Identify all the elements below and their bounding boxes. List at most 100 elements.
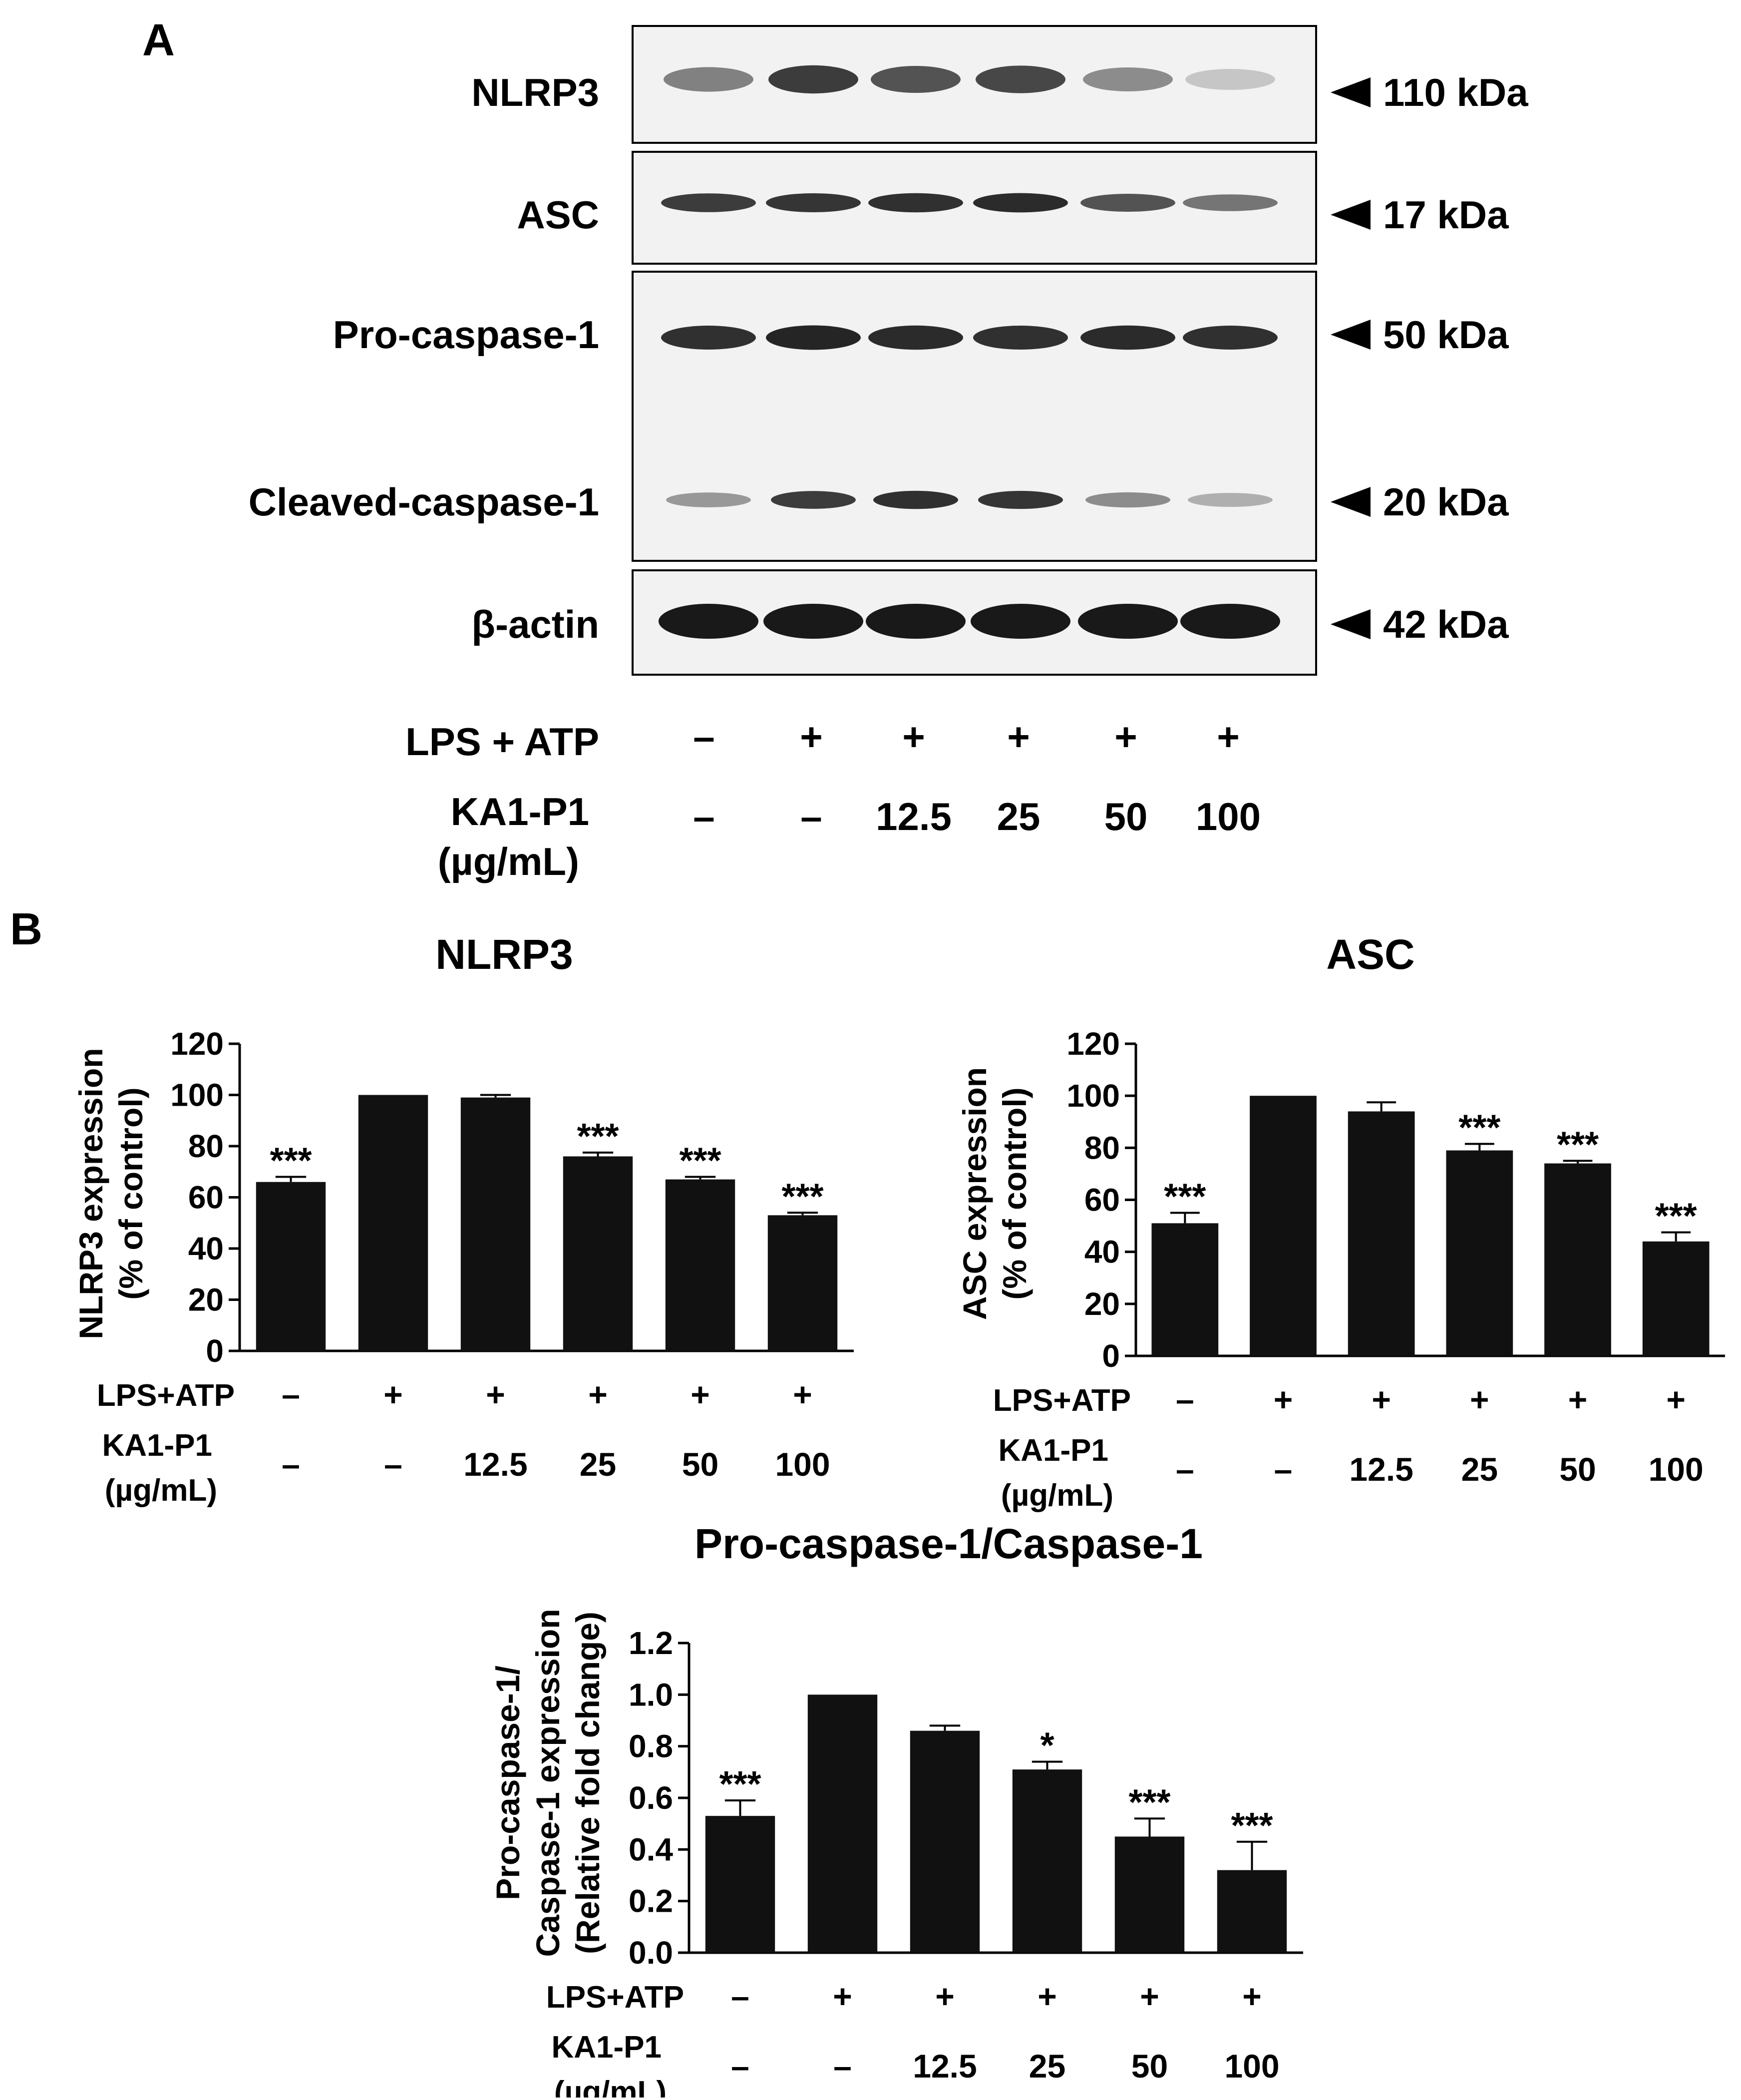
y-tick-label: 80	[1084, 1130, 1120, 1166]
significance-label: ***	[577, 1117, 619, 1157]
blot-band	[766, 325, 861, 350]
kda-label-nlrp3: 110 kDa	[1383, 70, 1528, 114]
blot-asc	[632, 151, 1317, 265]
bar	[256, 1182, 326, 1351]
y-tick-label: 60	[188, 1180, 224, 1216]
chart-nlrp3: NLRP3 NLRP3 expression (% of control) 0 20 40…	[72, 931, 854, 1508]
y-axis-label: (Relative fold change)	[569, 1612, 606, 1954]
ka1-p1-value: –	[282, 1446, 300, 1483]
ka1-p1-value: –	[731, 2048, 749, 2085]
bar	[767, 1215, 838, 1351]
blot-asc-bands	[661, 193, 1278, 213]
lps-atp-value: +	[793, 1376, 812, 1413]
y-tick-label: 40	[188, 1231, 224, 1266]
chart-title: ASC	[1326, 931, 1414, 978]
treatment-label-lps-atp: LPS+ATP	[993, 1383, 1131, 1418]
blot-band	[666, 492, 751, 507]
lps-atp-value: +	[1568, 1381, 1588, 1418]
blot-band	[659, 604, 758, 639]
blot-beta-actin-bands	[659, 604, 1280, 639]
ka1-p1-value: –	[1274, 1451, 1293, 1488]
chart-title: Pro-caspase-1/Caspase-1	[695, 1520, 1203, 1567]
ka1-p1-value: 12.5	[913, 2048, 977, 2085]
ka1-p1-value: 100	[1224, 2048, 1279, 2085]
ka1-p1-value: –	[833, 2048, 852, 2085]
lps-atp-value: +	[383, 1376, 403, 1413]
kda-label-asc: 17 kDa	[1383, 193, 1509, 237]
chart-title: NLRP3	[435, 931, 573, 978]
blot-band	[976, 65, 1065, 93]
blot-band	[664, 67, 753, 92]
panel-b-letter: B	[10, 904, 42, 954]
arrow-icon	[1331, 609, 1371, 639]
y-tick-label: 0.2	[629, 1883, 673, 1919]
lps-atp-value: –	[731, 1978, 749, 2015]
blot-band	[978, 490, 1063, 509]
y-tick-label: 0.0	[629, 1935, 673, 1971]
ka1-p1-value: 12.5	[463, 1446, 527, 1483]
blot-band	[768, 65, 858, 94]
blot-band	[661, 193, 756, 212]
blot-band	[971, 604, 1070, 639]
blot-label-beta-actin: β-actin	[471, 602, 599, 646]
significance-label: ***	[679, 1141, 721, 1181]
y-tick-label: 60	[1084, 1182, 1120, 1218]
ka1-p1-value: 25	[1029, 2048, 1065, 2085]
ka1-p1-value-2: –	[800, 795, 822, 839]
y-axis-label: Caspase-1 expression	[529, 1609, 566, 1957]
y-tick-label: 0	[206, 1333, 224, 1369]
treatment-label-ka1-p1: KA1-P1	[102, 1428, 212, 1463]
treatment-label-unit: (µg/mL)	[437, 840, 579, 883]
lps-atp-value: +	[1372, 1381, 1391, 1418]
bar	[358, 1095, 428, 1351]
significance-label: ***	[1231, 1806, 1273, 1846]
y-tick-label: 100	[170, 1077, 224, 1113]
treatment-label-unit: (µg/mL)	[105, 1473, 217, 1508]
bar	[563, 1156, 633, 1351]
lps-atp-value-5: +	[1114, 715, 1137, 759]
blot-label-pro-caspase-1: Pro-caspase-1	[333, 313, 599, 357]
treatment-label-ka1-p1: KA1-P1	[551, 2030, 662, 2065]
ka1-p1-value: 12.5	[1349, 1451, 1413, 1488]
blot-band	[1078, 604, 1178, 639]
arrow-icon	[1331, 320, 1371, 350]
bar	[910, 1730, 980, 1953]
blot-band	[766, 193, 861, 213]
blot-band	[1180, 604, 1280, 639]
y-axis-label: ASC expression	[956, 1067, 993, 1320]
ka1-p1-value-5: 50	[1104, 795, 1148, 839]
blot-band	[1185, 69, 1275, 90]
lps-atp-value: +	[1242, 1978, 1262, 2015]
blot-band	[1080, 194, 1175, 212]
bar	[807, 1694, 878, 1953]
blot-band	[1080, 325, 1175, 350]
significance-label: ***	[1164, 1177, 1206, 1217]
blot-nlrp3	[632, 25, 1317, 144]
blot-band	[868, 325, 963, 350]
treatment-label-ka1-p1: KA1-P1	[450, 790, 589, 834]
treatment-label-unit: (µg/mL)	[554, 2075, 667, 2098]
ka1-p1-value-4: 25	[997, 795, 1041, 839]
lps-atp-value: +	[1666, 1381, 1686, 1418]
blot-band	[973, 193, 1068, 213]
treatment-label-ka1-p1: KA1-P1	[998, 1433, 1108, 1468]
lps-atp-value-1: –	[693, 715, 715, 759]
ka1-p1-value: 50	[1131, 2048, 1168, 2085]
y-axis-label: Pro-caspase-1/	[489, 1666, 526, 1900]
blot-band	[1188, 492, 1273, 507]
blot-band	[868, 193, 963, 213]
blot-band	[873, 490, 958, 509]
y-tick-label: 40	[1084, 1234, 1120, 1270]
bar	[1642, 1241, 1710, 1356]
ka1-p1-value: 25	[580, 1446, 616, 1483]
significance-label: ***	[781, 1177, 823, 1217]
significance-label: ***	[719, 1764, 761, 1804]
lps-atp-value: +	[1140, 1978, 1159, 2015]
lps-atp-value: +	[833, 1978, 852, 2015]
kda-label-cleaved-caspase-1: 20 kDa	[1383, 480, 1509, 524]
bar	[1217, 1870, 1287, 1953]
blot-caspase-1	[632, 271, 1317, 562]
y-tick-label: 80	[188, 1128, 224, 1164]
lps-atp-value-6: +	[1217, 715, 1240, 759]
bar	[460, 1097, 531, 1351]
